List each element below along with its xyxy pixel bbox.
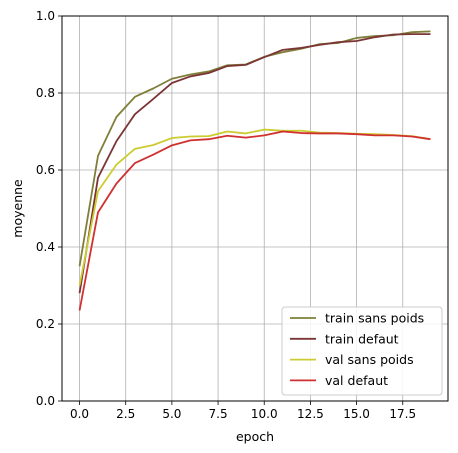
legend-entry-label: train sans poids [325, 311, 424, 326]
x-tick-label: 0.0 [70, 407, 89, 421]
legend-entry-label: val defaut [325, 373, 388, 388]
y-tick-label: 0.2 [36, 317, 55, 331]
x-tick-label: 17.5 [389, 407, 416, 421]
plot-area-frame [61, 15, 449, 402]
x-tick-label: 10.0 [251, 407, 278, 421]
series-line-1 [78, 33, 431, 294]
x-tick-label: 2.5 [116, 407, 135, 421]
y-tick-label: 0.8 [36, 86, 55, 100]
series-line-3 [78, 130, 431, 311]
y-axis-label: moyenne [10, 179, 25, 238]
legend-entry-label: train defaut [325, 331, 399, 346]
axis-ticks: 0.0 2.5 5.0 7.5 10.0 12.5 15.0 17.5 0.0 0.2 0.4 0.6… [36, 9, 416, 421]
y-tick-label: 0.0 [36, 394, 55, 408]
series-line-0 [78, 30, 431, 267]
series-line-2 [78, 128, 431, 286]
y-tick-label: 0.4 [36, 240, 55, 254]
x-axis-label: epoch [236, 429, 274, 444]
y-tick-label: 0.6 [36, 163, 55, 177]
legend-box [281, 306, 443, 396]
legend-entry-label: val sans poids [325, 352, 414, 367]
x-tick-label: 7.5 [209, 407, 228, 421]
y-tick-label: 1.0 [36, 9, 55, 23]
legend: train sans poids train defaut val sans poi… [281, 306, 443, 396]
x-tick-label: 12.5 [297, 407, 324, 421]
series-lines [78, 30, 431, 311]
x-tick-label: 15.0 [343, 407, 370, 421]
x-tick-label: 5.0 [162, 407, 181, 421]
